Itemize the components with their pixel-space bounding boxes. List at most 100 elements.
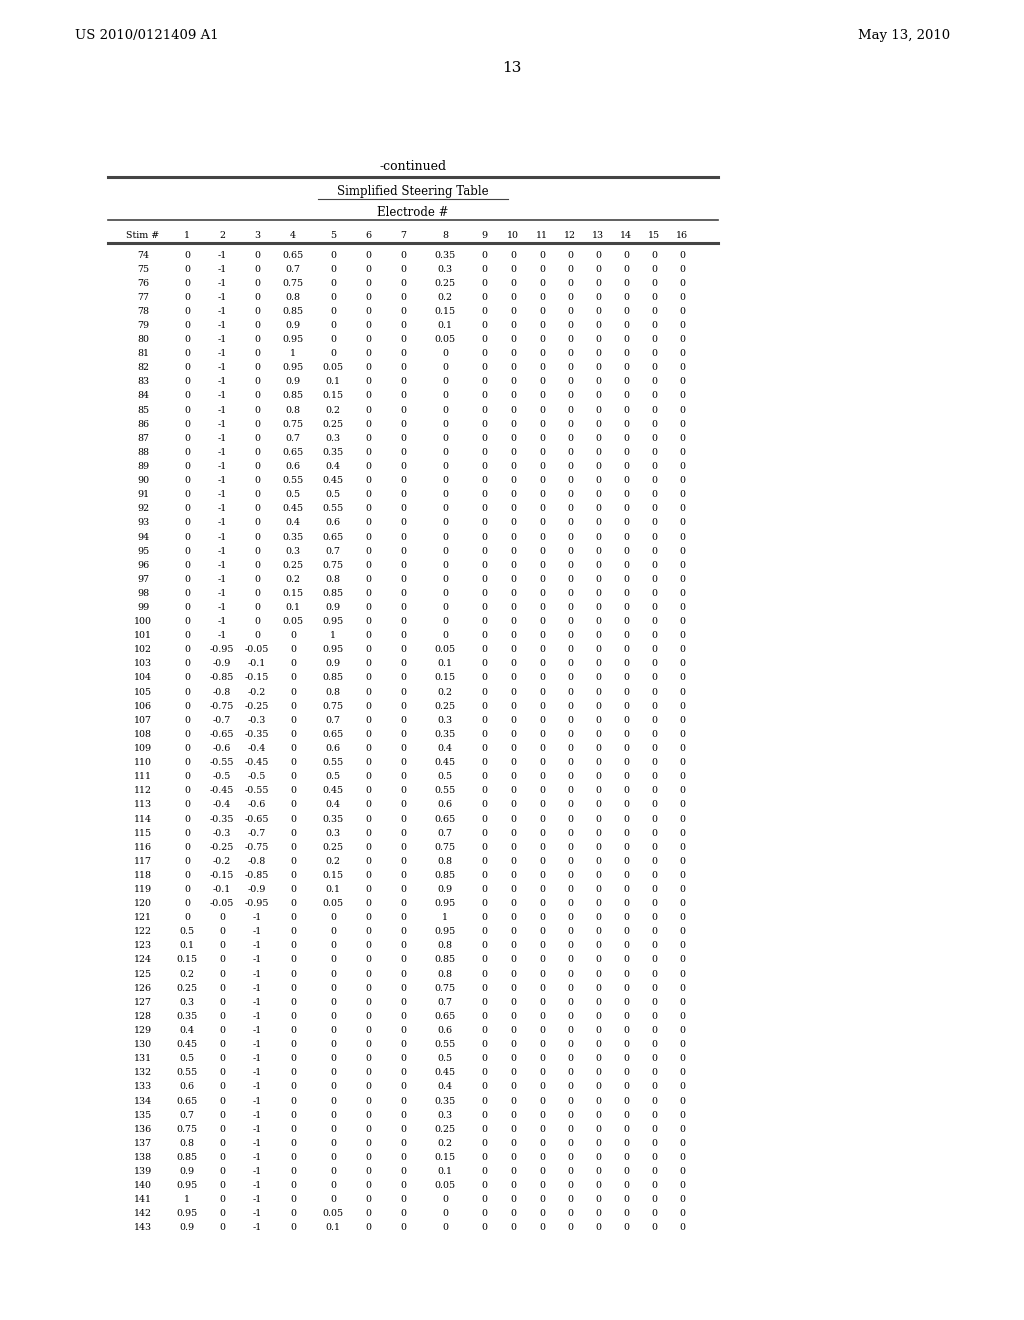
Text: 0: 0 [651,631,657,640]
Text: 0: 0 [184,829,190,838]
Text: 0.75: 0.75 [283,279,303,288]
Text: 0: 0 [595,688,601,697]
Text: 0: 0 [623,660,629,668]
Text: 0: 0 [651,504,657,513]
Text: 0: 0 [365,532,371,541]
Text: 0: 0 [219,970,225,978]
Text: 0: 0 [184,645,190,655]
Text: 0.75: 0.75 [323,702,344,710]
Text: 105: 105 [134,688,152,697]
Text: 0: 0 [184,758,190,767]
Text: 0: 0 [567,970,573,978]
Text: 0: 0 [365,546,371,556]
Text: -0.1: -0.1 [213,884,231,894]
Text: 0: 0 [595,631,601,640]
Text: 0: 0 [539,405,545,414]
Text: 0: 0 [184,392,190,400]
Text: 0: 0 [400,715,406,725]
Text: 78: 78 [137,306,150,315]
Text: 0: 0 [184,744,190,752]
Text: 0: 0 [623,293,629,302]
Text: 0: 0 [400,956,406,965]
Text: 0: 0 [679,941,685,950]
Text: 0: 0 [330,1195,336,1204]
Text: 0: 0 [184,490,190,499]
Text: 0: 0 [567,616,573,626]
Text: 0.25: 0.25 [434,279,456,288]
Text: 106: 106 [134,702,152,710]
Text: 0.65: 0.65 [283,251,304,260]
Text: 0: 0 [623,787,629,795]
Text: 0: 0 [365,702,371,710]
Text: -1: -1 [217,546,226,556]
Text: 0: 0 [400,603,406,612]
Text: 0: 0 [400,490,406,499]
Text: 0: 0 [290,1181,296,1191]
Text: 0: 0 [567,405,573,414]
Text: 0.8: 0.8 [437,941,453,950]
Text: 0: 0 [184,660,190,668]
Text: 0: 0 [623,532,629,541]
Text: 0: 0 [184,335,190,345]
Text: 0: 0 [595,857,601,866]
Text: 0: 0 [595,970,601,978]
Text: 0: 0 [567,504,573,513]
Text: 0: 0 [481,616,487,626]
Text: 0: 0 [595,871,601,880]
Text: 0: 0 [481,306,487,315]
Text: 0: 0 [254,631,260,640]
Text: 0: 0 [290,1195,296,1204]
Text: 0: 0 [539,350,545,358]
Text: 112: 112 [134,787,152,795]
Text: 0: 0 [184,546,190,556]
Text: 0: 0 [330,1068,336,1077]
Text: 0: 0 [567,490,573,499]
Text: 0: 0 [651,660,657,668]
Text: 0: 0 [623,616,629,626]
Text: 0: 0 [595,603,601,612]
Text: 0: 0 [539,1209,545,1218]
Text: 0.3: 0.3 [179,998,195,1007]
Text: 129: 129 [134,1026,152,1035]
Text: 0.3: 0.3 [286,546,301,556]
Text: 0: 0 [184,772,190,781]
Text: 0.1: 0.1 [179,941,195,950]
Text: 0: 0 [400,927,406,936]
Text: 0: 0 [254,504,260,513]
Text: 0: 0 [330,983,336,993]
Text: 0: 0 [595,490,601,499]
Text: 0: 0 [365,462,371,471]
Text: 0: 0 [400,758,406,767]
Text: 0.8: 0.8 [437,857,453,866]
Text: 139: 139 [134,1167,153,1176]
Text: 0: 0 [567,998,573,1007]
Text: 0: 0 [623,913,629,923]
Text: 0: 0 [184,251,190,260]
Text: 0: 0 [567,660,573,668]
Text: -1: -1 [252,927,261,936]
Text: 0: 0 [651,1167,657,1176]
Text: 0: 0 [651,293,657,302]
Text: 0: 0 [400,1110,406,1119]
Text: -0.7: -0.7 [248,829,266,838]
Text: 0: 0 [365,631,371,640]
Text: 0: 0 [595,829,601,838]
Text: 0: 0 [400,1195,406,1204]
Text: 0: 0 [595,899,601,908]
Text: 0: 0 [539,660,545,668]
Text: 0: 0 [595,574,601,583]
Text: 0: 0 [539,1195,545,1204]
Text: 0: 0 [254,392,260,400]
Text: 0.25: 0.25 [283,561,303,570]
Text: 0: 0 [623,645,629,655]
Text: 0: 0 [567,1026,573,1035]
Text: 123: 123 [134,941,152,950]
Text: 0.5: 0.5 [286,490,301,499]
Text: 0: 0 [651,800,657,809]
Text: 111: 111 [134,772,152,781]
Text: 0: 0 [481,1181,487,1191]
Text: 0: 0 [595,1040,601,1049]
Text: 0: 0 [679,927,685,936]
Text: 0: 0 [510,1110,516,1119]
Text: 0.85: 0.85 [434,956,456,965]
